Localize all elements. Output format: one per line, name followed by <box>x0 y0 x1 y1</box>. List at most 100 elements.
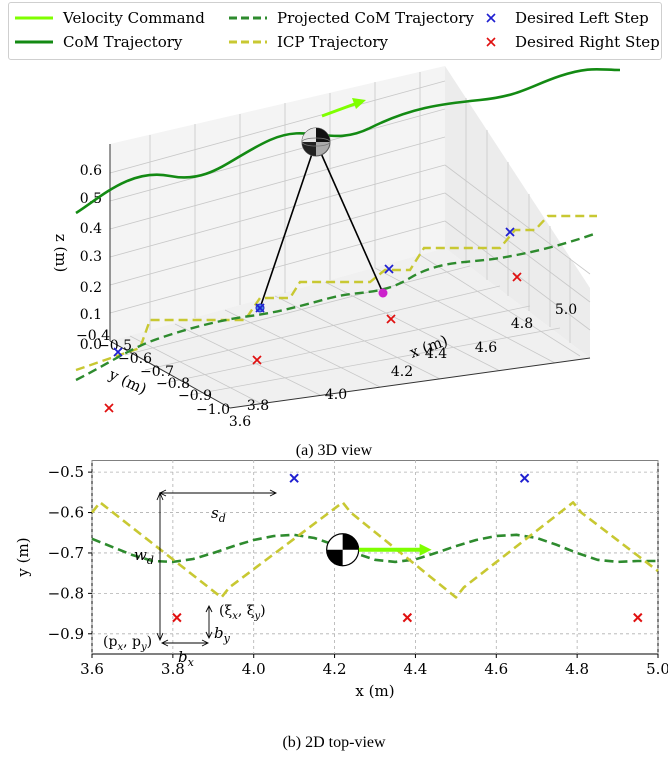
annotation-by <box>205 604 213 640</box>
desired-left-step-marker <box>289 473 299 483</box>
x-tick-3d: 4.0 <box>325 387 347 403</box>
projected-com-3d <box>75 231 598 382</box>
left-step-marker-3d <box>505 227 515 237</box>
x-axis-label-2d: x (m) <box>355 682 394 700</box>
left-step-marker-3d <box>384 264 394 274</box>
pane-right <box>445 66 590 358</box>
y-tick-3d: −0.9 <box>178 388 212 404</box>
y-tick-3d: −1.0 <box>196 402 230 418</box>
right-foot-dot <box>378 288 388 298</box>
legend-label-velocity-command: Velocity Command <box>62 9 205 27</box>
annotation-bx <box>160 639 210 647</box>
x-tick-label: 4.6 <box>484 660 508 678</box>
series-2d <box>90 501 659 599</box>
legend: Velocity Command CoM Trajectory Projecte… <box>8 2 662 60</box>
projected-com-trajectory-line <box>91 533 658 564</box>
left-step-marker-3d <box>113 347 123 357</box>
plot-area-2d <box>91 460 659 655</box>
x-tick-3d: 5.0 <box>555 302 577 318</box>
grid-3d <box>109 72 591 404</box>
caption-3d: (a) 3D view <box>295 442 373 459</box>
x-tick-label: 3.8 <box>161 660 185 678</box>
com-quadrant <box>326 549 343 566</box>
marker-stroke <box>633 612 643 623</box>
label-sd: sd <box>211 504 226 525</box>
x-tick-label: 4.8 <box>565 660 589 678</box>
velocity-command-arrowhead <box>419 543 432 556</box>
y-tick-label: −0.6 <box>48 504 84 522</box>
z-tick: 0.1 <box>80 307 102 323</box>
legend-label-projected-com: Projected CoM Trajectory <box>277 9 474 27</box>
legend-marker-right-step <box>486 37 496 47</box>
x-ticks-3d: 3.6 3.8 4.0 4.2 4.4 4.6 4.8 5.0 <box>229 302 577 430</box>
z-tick: 0.4 <box>80 221 102 237</box>
pane-floor <box>110 248 590 408</box>
y-axis-label-2d: y (m) <box>14 537 32 577</box>
y-tick-label: −0.8 <box>48 584 84 602</box>
z-tick: 0.6 <box>80 163 102 179</box>
marker-stroke <box>289 473 299 483</box>
label-xi: (ξx, ξy) <box>219 603 266 622</box>
left-steps-3d <box>113 227 515 357</box>
x-tick-3d: 4.8 <box>511 316 533 332</box>
left-step-marker-3d <box>255 303 265 313</box>
ticks-2d: 3.6 3.8 4.0 4.2 4.4 4.6 4.8 5.0 −0.5 −0.6 −0.7 −0.8… <box>48 463 668 678</box>
legend-label-right-step: Desired Right Step <box>515 33 660 51</box>
marker-stroke <box>172 612 182 623</box>
y-tick-3d: −0.5 <box>98 338 132 354</box>
pane-back <box>110 66 445 341</box>
com-trajectory-3d <box>75 67 621 215</box>
x-tick-3d: 4.4 <box>425 346 447 362</box>
annotation-sd <box>158 489 278 640</box>
y-tick-3d: −0.6 <box>118 351 152 367</box>
icp-trajectory-3d <box>75 214 597 372</box>
legend-label-com-trajectory: CoM Trajectory <box>63 33 183 51</box>
label-by: by <box>214 624 231 645</box>
com-quadrant <box>342 533 359 550</box>
x-tick-label: 4.0 <box>242 660 266 678</box>
y-tick-label: −0.7 <box>48 544 84 562</box>
velocity-command-3d <box>321 100 361 118</box>
x-tick-3d: 4.2 <box>391 364 413 380</box>
x-tick-label: 4.4 <box>403 660 427 678</box>
right-step-marker-3d <box>104 403 114 413</box>
y-tick-3d: −0.4 <box>76 328 110 344</box>
y-ticks-3d: −0.4 −0.5 −0.6 −0.7 −0.8 −0.9 −1.0 <box>76 328 230 418</box>
legend-label-left-step: Desired Left Step <box>515 9 649 27</box>
legend-marker-left-step <box>486 13 496 23</box>
right-step-marker-3d <box>252 355 262 365</box>
desired-right-step-marker <box>172 612 182 623</box>
velocity-arrowhead-3d <box>352 98 366 109</box>
caption-2d: (b) 2D top-view <box>282 734 386 751</box>
pendulum-leg-left <box>259 141 317 309</box>
z-axis-label: z (m) <box>52 234 70 273</box>
pendulum-leg-right <box>315 141 384 294</box>
y-tick-3d: −0.8 <box>156 376 190 392</box>
chart-2d: 3.6 3.8 4.0 4.2 4.4 4.6 4.8 5.0 −0.5 −0.6 −0.7 −0.8… <box>14 460 668 700</box>
right-steps-3d <box>104 272 522 413</box>
label-bx: bx <box>178 648 195 669</box>
z-tick: 0.3 <box>80 249 102 265</box>
x-tick-3d: 3.6 <box>229 414 251 430</box>
markers-2d <box>172 473 643 623</box>
z-tick: 0.0 <box>80 337 102 353</box>
x-tick-label: 5.0 <box>646 660 668 678</box>
com-marker-2d <box>326 533 360 567</box>
legend-label-icp: ICP Trajectory <box>277 33 389 51</box>
z-tick: 0.5 <box>80 191 102 207</box>
marker-stroke <box>519 473 530 483</box>
com-sphere-3d <box>301 127 331 157</box>
desired-left-step-marker <box>519 473 530 483</box>
x-tick-3d: 4.6 <box>475 340 497 356</box>
annotation-wd <box>156 491 164 642</box>
label-p: (px, py) <box>103 634 152 653</box>
x-tick-label: 4.2 <box>323 660 347 678</box>
x-tick-label: 3.6 <box>80 660 104 678</box>
label-wd: wd <box>134 546 154 567</box>
right-step-marker-3d <box>512 272 522 282</box>
right-step-marker-3d <box>386 314 396 324</box>
desired-right-step-marker <box>633 612 643 623</box>
marker-stroke <box>402 612 413 623</box>
y-tick-3d: −0.7 <box>140 364 174 380</box>
z-tick: 0.2 <box>80 280 102 296</box>
